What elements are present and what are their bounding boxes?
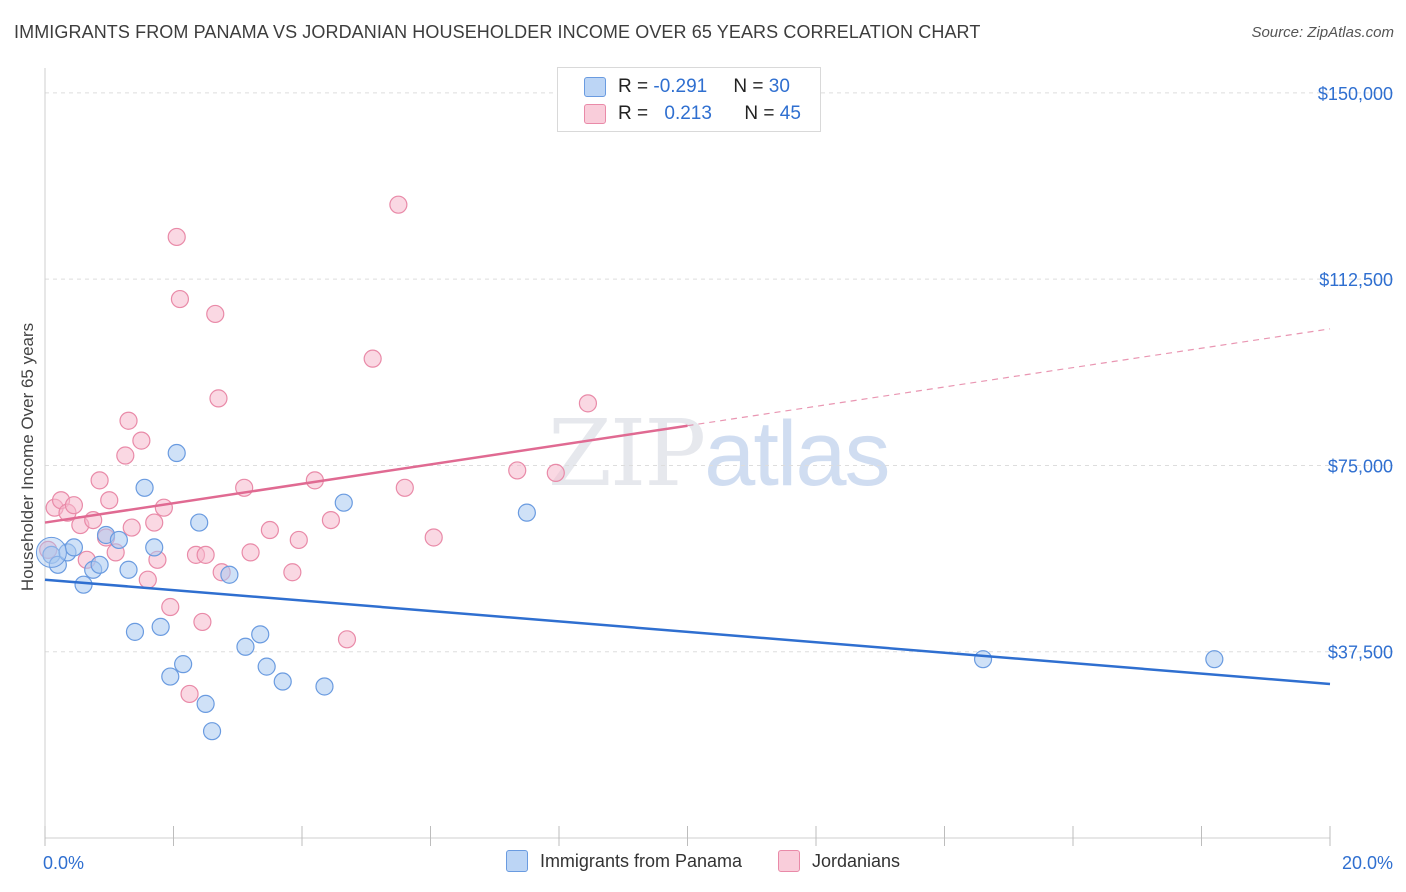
legend-row-jordanian: R = 0.213 N = 45 xyxy=(584,101,801,127)
point-panama xyxy=(202,722,222,741)
point-jordanian xyxy=(122,518,141,537)
point-panama xyxy=(236,637,255,656)
point-jordanian xyxy=(395,478,414,497)
point-jordanian xyxy=(289,530,308,550)
point-panama-cluster xyxy=(35,536,67,568)
trendline-jordanian-dashed xyxy=(687,328,1331,427)
point-jordanian xyxy=(64,496,84,515)
point-panama xyxy=(119,560,138,579)
point-panama xyxy=(151,617,170,636)
watermark-zip: ZIP xyxy=(548,400,706,507)
legend-n-value: 30 xyxy=(768,76,790,97)
watermark-atlas: atlas xyxy=(704,403,890,505)
legend-r-label: R = xyxy=(618,76,654,97)
point-panama xyxy=(161,667,180,686)
legend-swatch-jordanian xyxy=(584,104,606,124)
point-jordanian xyxy=(100,491,119,510)
correlation-legend: R = -0.291 N = 30 R = 0.213 N = 45 xyxy=(557,67,821,132)
point-jordanian xyxy=(363,349,382,368)
series-swatch-jordanian xyxy=(778,850,800,872)
point-jordanian xyxy=(167,227,186,247)
point-panama xyxy=(251,625,270,644)
point-panama xyxy=(48,555,67,574)
series-legend-panama[interactable]: Immigrants from Panama xyxy=(505,850,742,872)
series-swatch-panama xyxy=(505,850,528,872)
x-tick-label: 0.0% xyxy=(43,853,84,873)
point-jordanian xyxy=(209,389,228,408)
series-legend-jordanian[interactable]: Jordanians xyxy=(778,850,900,872)
point-jordanian xyxy=(116,446,135,465)
legend-r-value: -0.291 xyxy=(653,76,708,97)
point-panama xyxy=(1205,650,1224,669)
legend-row-panama: R = -0.291 N = 30 xyxy=(584,74,790,100)
point-jordanian xyxy=(206,304,225,324)
point-jordanian xyxy=(508,461,527,480)
point-jordanian xyxy=(260,520,279,540)
point-jordanian xyxy=(283,563,302,582)
point-panama xyxy=(109,530,128,550)
series-legend: Immigrants from Panama Jordanians xyxy=(0,850,1406,872)
point-panama xyxy=(190,513,209,532)
point-jordanian xyxy=(154,498,173,517)
y-tick-label: $37,500 xyxy=(1328,643,1393,663)
point-panama xyxy=(74,575,93,594)
point-panama xyxy=(315,677,334,696)
trendline-panama-solid xyxy=(44,578,1331,686)
point-panama xyxy=(90,555,109,574)
point-panama xyxy=(135,478,154,497)
point-panama xyxy=(196,694,215,713)
legend-n-value: 45 xyxy=(779,103,801,124)
point-panama xyxy=(220,565,239,584)
point-panama xyxy=(167,443,186,463)
legend-n-label: N = xyxy=(744,103,780,124)
point-jordanian xyxy=(578,394,598,413)
point-jordanian xyxy=(546,463,565,483)
point-jordanian xyxy=(321,510,341,530)
point-panama xyxy=(257,657,276,676)
legend-n-label: N = xyxy=(733,76,769,97)
point-panama xyxy=(174,655,193,674)
chart-title: IMMIGRANTS FROM PANAMA VS JORDANIAN HOUS… xyxy=(14,22,981,42)
y-tick-label: $112,500 xyxy=(1319,270,1393,290)
x-tick-label: 20.0% xyxy=(1342,853,1393,873)
point-panama xyxy=(334,493,353,512)
point-jordanian xyxy=(132,431,151,450)
point-jordanian xyxy=(90,471,109,490)
point-jordanian xyxy=(161,597,180,617)
point-panama xyxy=(125,622,145,641)
point-panama xyxy=(145,538,164,557)
point-jordanian xyxy=(193,612,212,632)
y-tick-label: $75,000 xyxy=(1328,456,1393,476)
series-label-jordanian: Jordanians xyxy=(812,850,901,871)
legend-swatch-panama xyxy=(584,77,606,97)
point-jordanian xyxy=(241,543,260,562)
watermark: ZIPatlas xyxy=(548,400,891,507)
trendline-jordanian-solid xyxy=(44,424,688,524)
point-panama xyxy=(273,672,292,691)
point-jordanian xyxy=(180,684,199,704)
point-jordanian xyxy=(196,545,215,564)
point-panama xyxy=(64,538,84,557)
legend-r-label: R = xyxy=(618,103,654,124)
y-tick-label: $150,000 xyxy=(1318,84,1393,104)
series-label-panama: Immigrants from Panama xyxy=(539,850,742,871)
point-jordanian xyxy=(170,289,190,309)
point-jordanian xyxy=(145,513,164,532)
point-jordanian xyxy=(119,411,138,430)
point-jordanian xyxy=(389,195,408,214)
point-jordanian xyxy=(138,570,157,589)
point-jordanian xyxy=(337,630,357,649)
point-panama xyxy=(517,503,536,522)
point-panama xyxy=(973,650,993,669)
point-jordanian xyxy=(424,528,443,547)
legend-r-value: 0.213 xyxy=(664,103,712,124)
source-credit: Source: ZipAtlas.com xyxy=(1251,24,1394,41)
